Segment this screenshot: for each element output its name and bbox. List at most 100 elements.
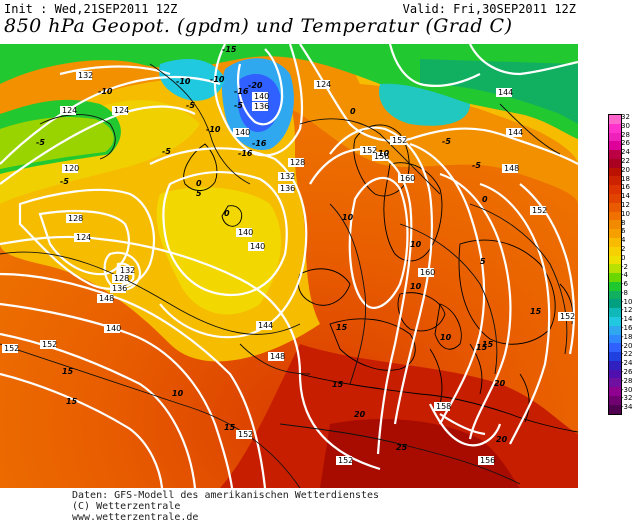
svg-text:152: 152 xyxy=(4,344,19,353)
temperature-label: 0 xyxy=(482,195,488,204)
colorbar-label: -26 xyxy=(621,368,633,377)
colorbar-label: -12 xyxy=(621,306,633,315)
colorbar-label: -34 xyxy=(621,403,633,412)
geopotential-label: 152 xyxy=(336,456,353,465)
geopotential-label: 140 xyxy=(248,242,265,251)
svg-text:132: 132 xyxy=(78,71,93,80)
colorbar-label: 10 xyxy=(621,209,630,218)
colorbar-label: 6 xyxy=(621,227,626,236)
temperature-label: 20 xyxy=(494,379,506,388)
colorbar-label: 14 xyxy=(621,192,630,201)
geopotential-label: 158 xyxy=(434,402,451,411)
temperature-field-cyan-e xyxy=(379,83,470,126)
colorbar-step xyxy=(609,334,621,344)
colorbar-labels: 32 30 28 26 24 22 20 18 16 14 12 10 8 6 4 2 0 -2 -4 -6 -8 -10… xyxy=(621,110,640,420)
colorbar-step xyxy=(609,325,621,335)
svg-text:152: 152 xyxy=(560,312,575,321)
colorbar-label: 16 xyxy=(621,183,630,192)
geopotential-label: 144 xyxy=(506,128,523,137)
colorbar-step xyxy=(609,343,621,353)
colorbar-label: -6 xyxy=(621,280,628,289)
svg-text:140: 140 xyxy=(254,92,269,101)
colorbar-step xyxy=(609,220,621,230)
temperature-label: 10 xyxy=(410,282,422,291)
temperature-label: -5 xyxy=(186,101,195,110)
colorbar-label: -30 xyxy=(621,385,633,394)
temperature-label: 15 xyxy=(336,323,348,332)
colorbar-label: -32 xyxy=(621,394,633,403)
geopotential-label: 140 xyxy=(236,228,253,237)
colorbar-step xyxy=(609,141,621,151)
svg-text:132: 132 xyxy=(280,172,295,181)
colorbar-label: 32 xyxy=(621,113,630,121)
geopotential-label: 152 xyxy=(360,146,377,155)
temperature-label: 10 xyxy=(342,213,354,222)
temperature-label: -5 xyxy=(36,138,45,147)
svg-text:132: 132 xyxy=(120,266,135,275)
colorbar-label: -8 xyxy=(621,288,628,297)
colorbar-step xyxy=(609,211,621,221)
svg-text:140: 140 xyxy=(238,228,253,237)
geopotential-label: 152 xyxy=(558,312,575,321)
svg-text:128: 128 xyxy=(68,214,83,223)
geopotential-label: 152 xyxy=(390,136,407,145)
svg-text:152: 152 xyxy=(532,206,547,215)
temperature-label: 15 xyxy=(66,397,78,406)
temperature-label: 10 xyxy=(410,240,422,249)
svg-text:136: 136 xyxy=(254,102,269,111)
colorbar-label: 2 xyxy=(621,244,626,253)
footer-data-source: Daten: GFS-Modell des amerikanischen Wet… xyxy=(72,490,380,501)
temperature-label: -10 xyxy=(210,75,225,84)
colorbar-step xyxy=(609,202,621,212)
footer-copyright: (C) Wetterzentrale xyxy=(72,501,181,512)
geopotential-label: 148 xyxy=(502,164,519,173)
temperature-label: -15 xyxy=(222,45,237,54)
colorbar-step xyxy=(609,352,621,361)
geopotential-label: 132 xyxy=(76,71,93,80)
svg-text:124: 124 xyxy=(76,233,91,242)
temperature-label: 15 xyxy=(476,343,488,352)
colorbar-step xyxy=(609,123,621,133)
svg-text:124: 124 xyxy=(316,80,331,89)
colorbar-label: 18 xyxy=(621,174,630,183)
temperature-label-group: -10 -5 -15 -20 -16 -10 -5 -5 -5 -10 -5 0… xyxy=(36,45,542,452)
colorbar-label: -22 xyxy=(621,350,633,359)
temperature-isotherms xyxy=(0,63,568,488)
svg-text:144: 144 xyxy=(258,321,273,330)
temperature-label: 15 xyxy=(224,423,236,432)
colorbar-step xyxy=(609,387,621,396)
geopotential-label: 152 xyxy=(236,430,253,439)
colorbar-step xyxy=(609,369,621,379)
svg-text:152: 152 xyxy=(338,456,353,465)
colorbar-step xyxy=(609,176,621,186)
colorbar-step xyxy=(609,255,621,265)
geopotential-label: 128 xyxy=(288,158,305,167)
svg-text:156: 156 xyxy=(374,152,389,161)
geopotential-label: 132 xyxy=(278,172,295,181)
geopotential-label: 136 xyxy=(110,284,127,293)
geopotential-label: 152 xyxy=(2,344,19,353)
colorbar-step xyxy=(609,308,621,317)
temperature-label: -5 xyxy=(60,177,69,186)
colorbar-label: 20 xyxy=(621,165,630,174)
colorbar-label: -14 xyxy=(621,315,633,324)
colorbar-label: -20 xyxy=(621,341,633,350)
geopotential-contours xyxy=(0,44,578,488)
temperature-label: 15 xyxy=(530,307,542,316)
colorbar-step xyxy=(609,299,621,309)
geopotential-label: 160 xyxy=(418,268,435,277)
svg-text:128: 128 xyxy=(290,158,305,167)
temperature-label: -5 xyxy=(162,147,171,156)
colorbar-label: -2 xyxy=(621,262,628,271)
colorbar-step xyxy=(609,158,621,168)
geopotential-label: 136 xyxy=(278,184,295,193)
footer-credits: Daten: GFS-Modell des amerikanischen Wet… xyxy=(72,490,379,523)
geopotential-label: 156 xyxy=(372,152,389,161)
geopotential-label: 124 xyxy=(60,106,77,115)
temperature-label: 0 xyxy=(196,179,202,188)
svg-text:160: 160 xyxy=(420,268,435,277)
colorbar-step xyxy=(609,229,621,238)
geopotential-label: 152 xyxy=(40,340,57,349)
colorbar-label: 24 xyxy=(621,148,630,157)
weather-map: 132 124 124 120 128 124 128 132 136 140 … xyxy=(0,44,578,488)
